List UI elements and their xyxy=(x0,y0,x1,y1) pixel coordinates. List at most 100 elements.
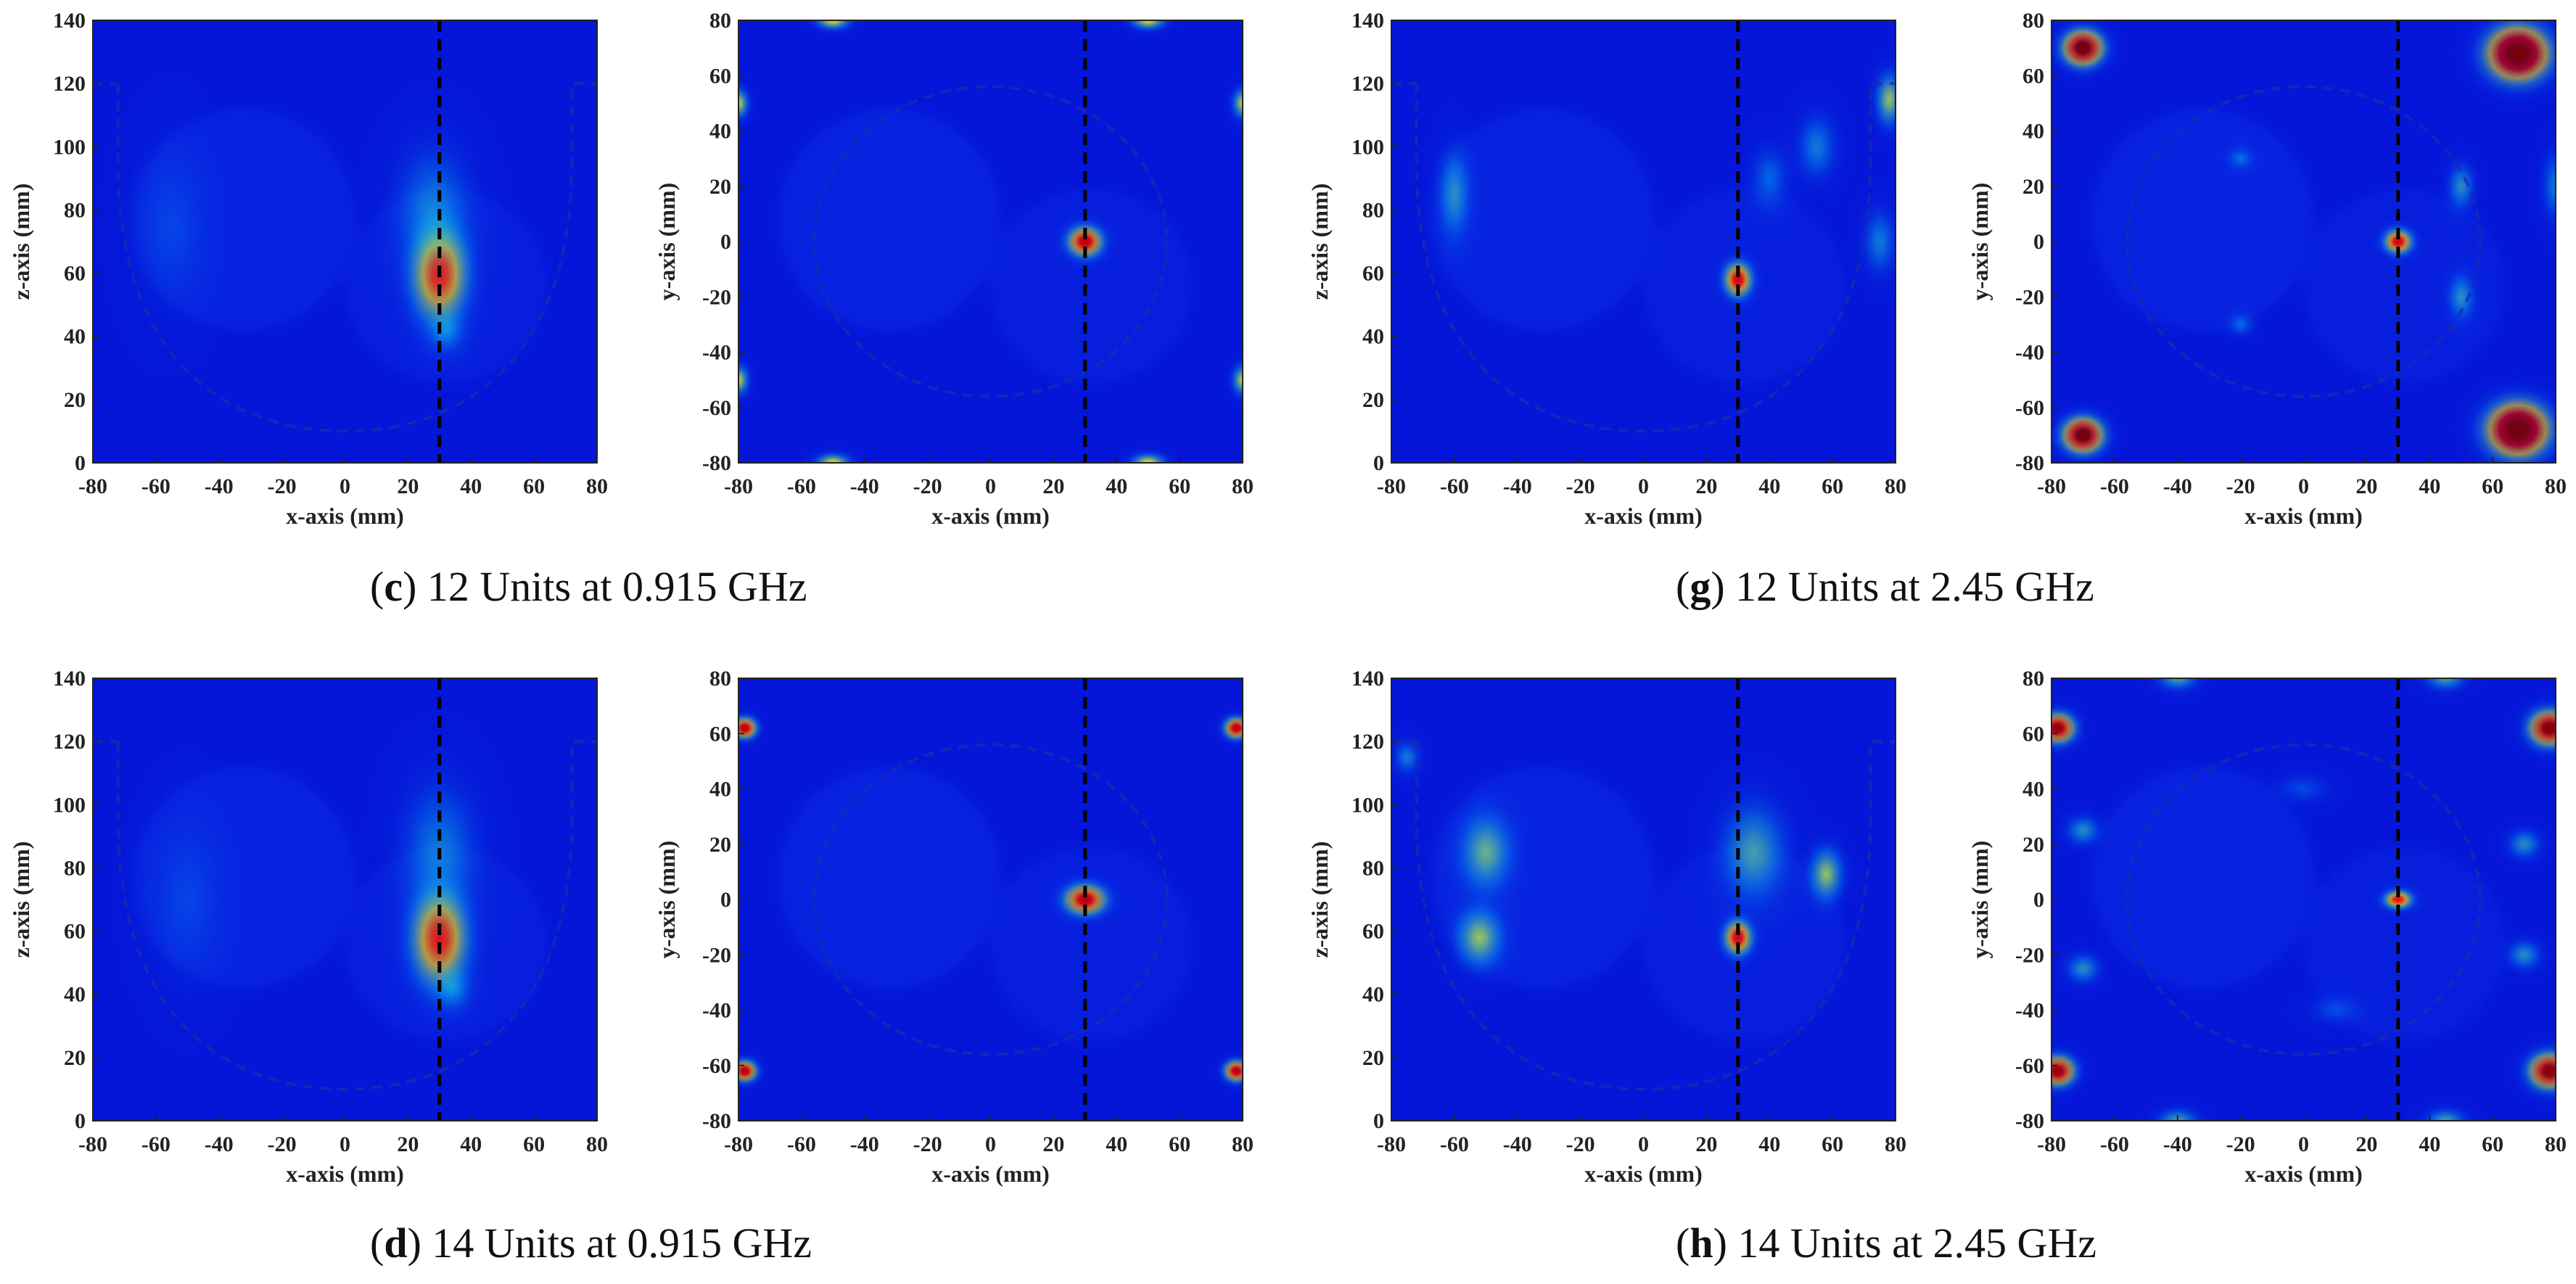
y-tick-label: -60 xyxy=(702,396,731,420)
heatmap-field xyxy=(1391,41,1896,433)
y-tick-label: 0 xyxy=(2033,230,2044,254)
y-tick-label: 120 xyxy=(53,72,86,96)
y-tick-label: 60 xyxy=(709,722,731,746)
y-tick-label: 100 xyxy=(1351,135,1384,159)
x-tick-label: 40 xyxy=(1106,474,1127,498)
field-hotspot xyxy=(738,1048,770,1094)
x-tick-label: 80 xyxy=(1232,474,1254,498)
field-hotspot xyxy=(2487,812,2556,876)
y-tick-label: 20 xyxy=(2022,175,2044,199)
x-tick-label: -80 xyxy=(1377,474,1406,498)
y-tick-label: -80 xyxy=(2015,1109,2044,1133)
heatmap-panel-h-xy: -80 -60 -40 -20 0 20 40 60 80 -80 -60 -40 -20 0 20 40 60… xyxy=(1967,667,2567,1187)
field-hotspot xyxy=(738,347,760,412)
heatmap-field xyxy=(93,692,597,1091)
heatmap-panel-d-xz: -80 -60 -40 -20 0 20 40 60 80 0 20 40 60 80 100 120 140 x… xyxy=(8,667,608,1187)
background-variation xyxy=(778,109,1001,330)
y-tick-label: 60 xyxy=(2022,64,2044,88)
phantom-outline xyxy=(812,85,1169,398)
y-tick-label: 40 xyxy=(2022,778,2044,802)
y-tick-label: 20 xyxy=(2022,833,2044,857)
field-hotspot xyxy=(1681,743,1827,961)
x-tick-label: 20 xyxy=(397,474,419,498)
x-tick-label: 20 xyxy=(2355,474,2377,498)
y-tick-label: 20 xyxy=(64,1046,86,1070)
field-hotspot xyxy=(1211,705,1243,751)
x-tick-label: -60 xyxy=(787,474,816,498)
y-tick-label: 80 xyxy=(709,9,731,33)
x-tick-label: 40 xyxy=(460,474,482,498)
y-tick-label: 0 xyxy=(1373,451,1384,475)
x-tick-label: -40 xyxy=(850,474,879,498)
x-tick-label: -40 xyxy=(2163,474,2192,498)
x-tick-label: -40 xyxy=(205,1132,234,1156)
field-hotspot xyxy=(346,64,521,355)
y-tick-label: 20 xyxy=(1362,1046,1384,1070)
x-tick-label: -80 xyxy=(724,1132,753,1156)
y-tick-label: -20 xyxy=(2015,285,2044,309)
field-hotspot xyxy=(2245,757,2362,821)
phantom-outline xyxy=(116,82,597,433)
heatmap-field xyxy=(738,705,1243,1094)
x-tick-label: -20 xyxy=(913,474,942,498)
field-hotspot xyxy=(2369,215,2427,268)
y-tick-label: 40 xyxy=(2022,120,2044,144)
field-hotspot xyxy=(2432,246,2490,348)
field-hotspot xyxy=(2052,937,2120,1001)
field-hotspot xyxy=(2506,690,2556,767)
field-hotspot xyxy=(2452,20,2556,111)
field-hotspot xyxy=(1708,243,1767,316)
heatmap-field xyxy=(2052,20,2556,463)
y-tick-label: 100 xyxy=(53,793,86,817)
background-variation xyxy=(990,846,1193,1042)
x-tick-label: 80 xyxy=(1232,1132,1254,1156)
y-tick-label: -40 xyxy=(702,341,731,365)
y-tick-label: 140 xyxy=(53,9,86,33)
x-tick-label: 80 xyxy=(2545,1132,2567,1156)
x-tick-label: 20 xyxy=(1695,474,1717,498)
x-tick-label: 40 xyxy=(1758,1132,1780,1156)
y-tick-label: 0 xyxy=(75,451,86,475)
y-tick-label: 80 xyxy=(64,198,86,222)
y-tick-label: 0 xyxy=(720,230,731,254)
x-tick-label: 20 xyxy=(1042,474,1064,498)
y-tick-label: 80 xyxy=(709,667,731,691)
y-tick-label: 80 xyxy=(64,856,86,880)
y-tick-label: -20 xyxy=(702,285,731,309)
x-tick-label: 80 xyxy=(586,1132,608,1156)
x-axis-label: x-axis (mm) xyxy=(286,503,404,529)
x-tick-label: 0 xyxy=(340,1132,350,1156)
y-tick-label: -20 xyxy=(702,943,731,967)
background-variation xyxy=(2091,109,2314,330)
y-tick-label: 100 xyxy=(53,135,86,159)
y-tick-label: -40 xyxy=(2015,999,2044,1023)
y-tick-label: 80 xyxy=(2022,9,2044,33)
y-tick-label: 140 xyxy=(1351,667,1384,691)
field-hotspot xyxy=(2133,1095,2221,1121)
phantom-outline xyxy=(1415,82,1896,433)
y-tick-label: 40 xyxy=(1362,325,1384,349)
field-hotspot xyxy=(2432,135,2490,237)
y-tick-label: -60 xyxy=(2015,396,2044,420)
x-tick-label: -80 xyxy=(78,1132,107,1156)
x-tick-label: -20 xyxy=(1566,474,1595,498)
field-hotspot xyxy=(1041,868,1129,931)
heatmap-panel-c-xz: -80 -60 -40 -20 0 20 40 60 80 0 20 40 60 80 100 120 140 x… xyxy=(8,9,608,529)
y-axis-label: z-axis (mm) xyxy=(1306,841,1333,958)
x-tick-label: 60 xyxy=(2482,474,2503,498)
x-tick-label: -80 xyxy=(1377,1132,1406,1156)
caption-g: (g) 12 Units at 2.45 GHz xyxy=(1676,563,2094,610)
heatmap-panel-g-xy: -80 -60 -40 -20 0 20 40 60 80 -80 -60 -40 -20 0 20 40 60… xyxy=(1967,9,2567,529)
x-tick-label: 80 xyxy=(586,474,608,498)
field-hotspot xyxy=(2052,1039,2094,1103)
field-hotspot xyxy=(1790,815,1863,933)
caption-c: (c) 12 Units at 0.915 GHz xyxy=(370,563,807,610)
y-tick-label: 0 xyxy=(75,1109,86,1133)
field-hotspot xyxy=(1391,720,1436,794)
y-tick-label: 60 xyxy=(1362,920,1384,944)
y-tick-label: 120 xyxy=(53,730,86,754)
phantom-outline xyxy=(2126,85,2482,398)
x-tick-label: 20 xyxy=(397,1132,419,1156)
y-tick-label: -80 xyxy=(2015,451,2044,475)
phantom-outline xyxy=(2126,743,2482,1056)
